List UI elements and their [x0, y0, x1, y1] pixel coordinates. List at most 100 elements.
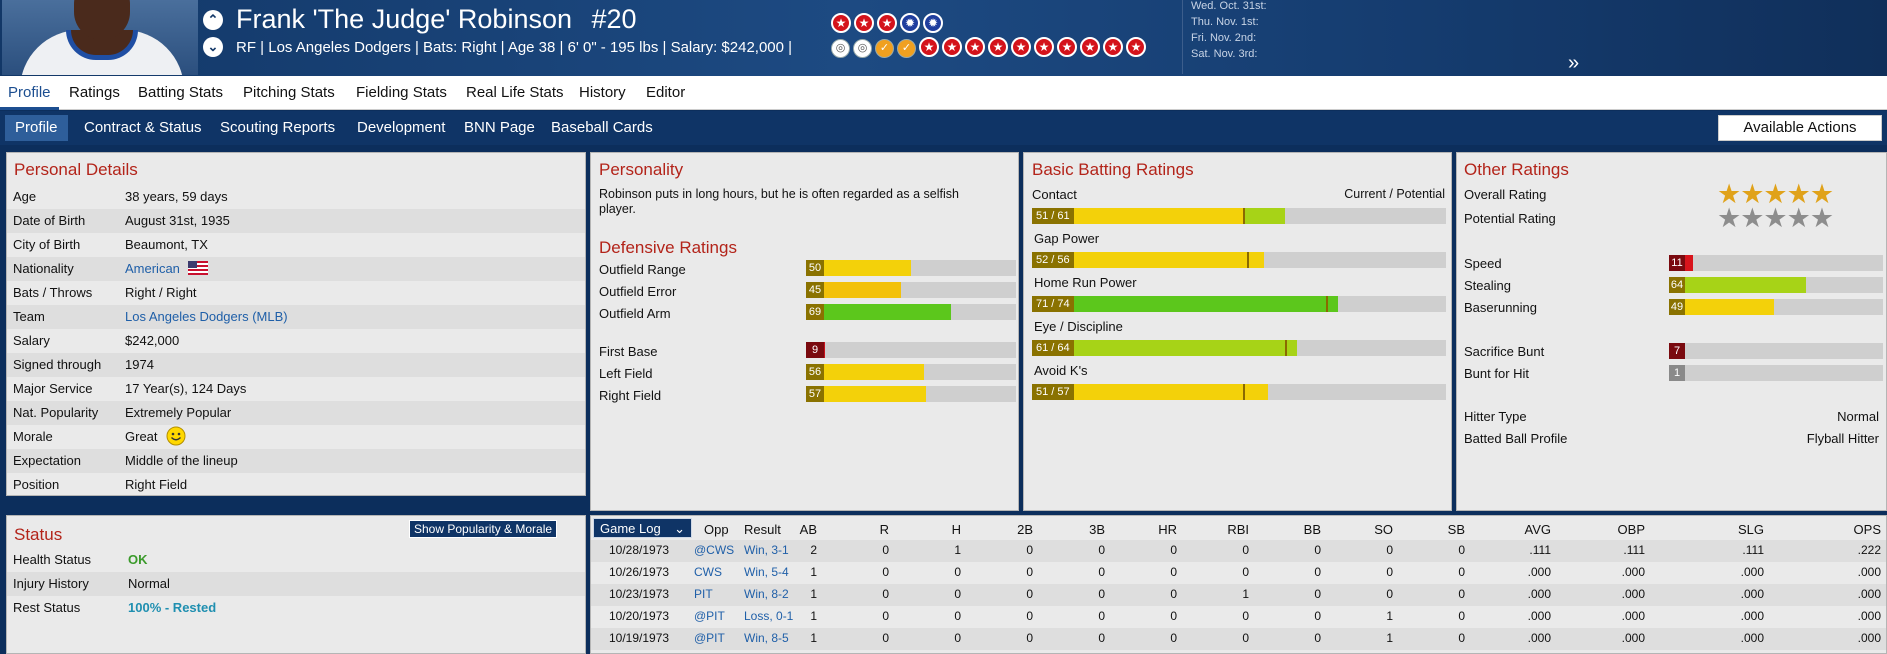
available-actions-button[interactable]: Available Actions	[1718, 115, 1882, 141]
column-header[interactable]: OPS	[1853, 522, 1881, 537]
game-result-link[interactable]: Win, 8-2	[744, 587, 789, 601]
overall-rating-stars: ★★★★★	[1717, 179, 1834, 209]
column-header[interactable]: OBP	[1617, 522, 1645, 537]
subtab-baseball-cards[interactable]: Baseball Cards	[551, 119, 653, 136]
batting-current-fill	[1032, 208, 1244, 224]
baseball-award-icon: ◎	[853, 39, 872, 58]
stat-cell: 0	[1026, 543, 1033, 557]
column-header[interactable]: BB	[1303, 522, 1321, 537]
other-rating-value: 1	[1669, 365, 1685, 381]
stat-cell: 0	[1386, 565, 1393, 579]
stat-cell: 0	[1098, 587, 1105, 601]
subtab-scouting-reports[interactable]: Scouting Reports	[220, 119, 336, 136]
batted-ball-profile-label: Batted Ball Profile	[1464, 431, 1568, 446]
column-header[interactable]: HR	[1158, 522, 1177, 537]
opponent-link[interactable]: @CWS	[694, 543, 735, 557]
game-result-link[interactable]: Win, 8-5	[744, 631, 789, 645]
batted-ball-profile-value: Flyball Hitter	[1806, 431, 1879, 446]
tab-pitching-stats[interactable]: Pitching Stats	[243, 84, 335, 101]
game-log-panel: Game Log ⌄ Opp Result AB R H 2B 3B HR RBI BB SO SB AV…	[590, 515, 1887, 654]
defensive-ratings-title: Defensive Ratings	[599, 238, 737, 257]
subtab-contract-status[interactable]: Contract & Status	[84, 119, 202, 136]
subtab-development[interactable]: Development	[357, 119, 446, 136]
batting-rating-value: 51 / 61	[1032, 208, 1074, 224]
column-header[interactable]: Result	[744, 522, 781, 537]
allstar-star-icon: ★	[877, 13, 897, 33]
game-log-selector[interactable]: Game Log ⌄	[593, 518, 692, 538]
column-header[interactable]: AB	[799, 522, 817, 537]
stat-cell: 0	[1314, 609, 1321, 623]
subtab-profile[interactable]: Profile	[5, 115, 68, 141]
column-header[interactable]: 2B	[1017, 522, 1033, 537]
next-player-icon[interactable]: ⌄	[203, 37, 223, 57]
stat-cell: 0	[1242, 631, 1249, 645]
personal-details-panel: Personal Details Age 38 years, 59 days Da…	[6, 152, 586, 496]
opponent-link[interactable]: @PIT	[694, 631, 725, 645]
defense-bar-fill	[806, 386, 926, 402]
column-header[interactable]: SLG	[1737, 522, 1764, 537]
detail-value: Beaumont, TX	[125, 237, 208, 252]
game-result-link[interactable]: Loss, 0-1	[744, 609, 794, 623]
tab-fielding-stats[interactable]: Fielding Stats	[356, 84, 447, 101]
column-header[interactable]: SB	[1447, 522, 1465, 537]
opponent-link[interactable]: PIT	[694, 587, 713, 601]
current-marker	[1243, 384, 1246, 400]
team-link[interactable]: Los Angeles Dodgers (MLB)	[125, 309, 288, 324]
game-result-link[interactable]: Win, 5-4	[744, 565, 789, 579]
stat-cell: 0	[1314, 543, 1321, 557]
other-rating-value: 64	[1669, 277, 1685, 293]
column-header[interactable]: RBI	[1227, 522, 1249, 537]
column-header[interactable]: R	[879, 522, 889, 537]
batting-rating-bar: 61 / 64	[1032, 340, 1446, 356]
opponent-link[interactable]: CWS	[694, 565, 722, 579]
other-rating-value: 7	[1669, 343, 1685, 359]
column-header[interactable]: Opp	[704, 522, 729, 537]
batting-label: Avoid K's	[1034, 363, 1088, 378]
opponent-link[interactable]: @PIT	[694, 609, 725, 623]
game-log-row: 10/19/1973 @PIT Win, 8-5 1 0 0 0 0 0 0 0 1 0 .000 .000…	[591, 628, 1886, 650]
column-header[interactable]: AVG	[1524, 522, 1552, 537]
tab-real-life-stats[interactable]: Real Life Stats	[466, 84, 564, 101]
column-header[interactable]: 3B	[1089, 522, 1105, 537]
player-photo	[2, 0, 198, 75]
stat-cell: .000	[1740, 631, 1764, 645]
game-log-header: Game Log ⌄ Opp Result AB R H 2B 3B HR RBI BB SO SB AV…	[591, 516, 1886, 538]
detail-label: City of Birth	[13, 237, 81, 252]
stat-cell: 0	[882, 565, 889, 579]
stat-cell: 0	[1026, 631, 1033, 645]
game-date: 10/26/1973	[609, 565, 670, 579]
detail-row-age: Age 38 years, 59 days	[7, 185, 585, 209]
previous-player-icon[interactable]: ⌃	[203, 10, 223, 30]
column-header[interactable]: SO	[1374, 522, 1393, 537]
detail-label: Expectation	[13, 453, 81, 468]
game-result-link[interactable]: Win, 3-1	[744, 543, 789, 557]
schedule-date: Thu. Nov. 1st:	[1191, 16, 1259, 28]
stat-cell: .000	[1621, 631, 1645, 645]
column-header[interactable]: H	[951, 522, 961, 537]
tab-ratings[interactable]: Ratings	[69, 84, 120, 101]
stat-cell: .000	[1740, 587, 1764, 601]
tab-history[interactable]: History	[579, 84, 626, 101]
tab-editor[interactable]: Editor	[646, 84, 686, 101]
detail-value: Right / Right	[125, 285, 197, 300]
show-popularity-morale-button[interactable]: Show Popularity & Morale	[409, 520, 558, 538]
stat-cell: .000	[1527, 565, 1551, 579]
basic-batting-panel: Basic Batting Ratings Current / Potentia…	[1023, 152, 1452, 511]
stat-cell: 0	[1458, 587, 1465, 601]
expand-schedule-icon[interactable]: »	[1568, 52, 1580, 74]
stat-cell: 0	[1458, 631, 1465, 645]
stat-cell: .111	[1623, 543, 1645, 557]
tab-batting-stats[interactable]: Batting Stats	[138, 84, 224, 101]
defense-label: Outfield Range	[599, 262, 686, 277]
subtab-bnn-page[interactable]: BNN Page	[464, 119, 535, 136]
hitter-type-label: Hitter Type	[1464, 409, 1527, 424]
detail-label: Signed through	[13, 357, 102, 372]
stat-cell: 0	[1098, 543, 1105, 557]
stat-cell: 0	[1098, 609, 1105, 623]
other-ratings-panel: Other Ratings Overall Rating Potential R…	[1456, 152, 1887, 511]
nationality-link[interactable]: American	[125, 261, 180, 276]
tab-profile[interactable]: Profile	[0, 76, 59, 110]
other-ratings-title: Other Ratings	[1464, 160, 1569, 179]
defense-rating-bar: 45	[806, 282, 1016, 298]
potential-rating-stars: ★★★★★	[1717, 203, 1834, 233]
